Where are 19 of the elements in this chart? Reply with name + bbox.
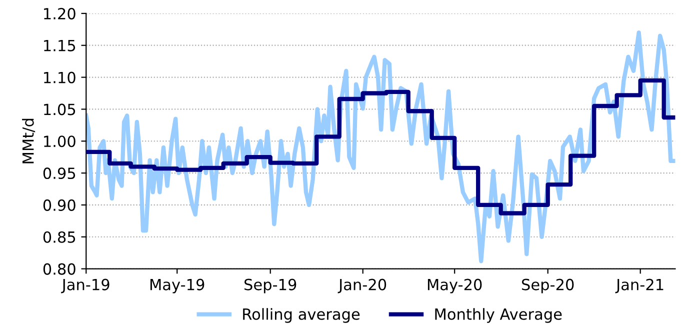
- x-tick-label: Jan-19: [61, 278, 110, 294]
- y-tick-label: 0.80: [43, 263, 76, 275]
- x-tick-label: Sep-19: [244, 278, 296, 294]
- y-tick-label: 1.15: [44, 40, 76, 52]
- y-axis-title: MMt/d: [22, 118, 36, 164]
- y-tick-label: 0.85: [43, 231, 76, 243]
- legend-label: Monthly Average: [435, 308, 562, 323]
- x-tick-label: Jan-20: [338, 278, 386, 294]
- x-tick-label: May-20: [428, 278, 482, 294]
- y-tick-label: 1.00: [44, 136, 76, 148]
- y-tick-label: 0.95: [43, 168, 76, 180]
- y-tick-label: 1.05: [44, 104, 76, 116]
- y-tick-label: 1.20: [44, 8, 76, 20]
- legend-label: Rolling average: [243, 308, 360, 323]
- x-tick-label: Sep-20: [522, 278, 574, 294]
- x-tick-label: Jan-21: [615, 278, 664, 294]
- y-tick-label: 0.90: [43, 199, 76, 211]
- y-tick-label: 1.10: [44, 72, 76, 84]
- x-tick-label: May-19: [150, 278, 204, 294]
